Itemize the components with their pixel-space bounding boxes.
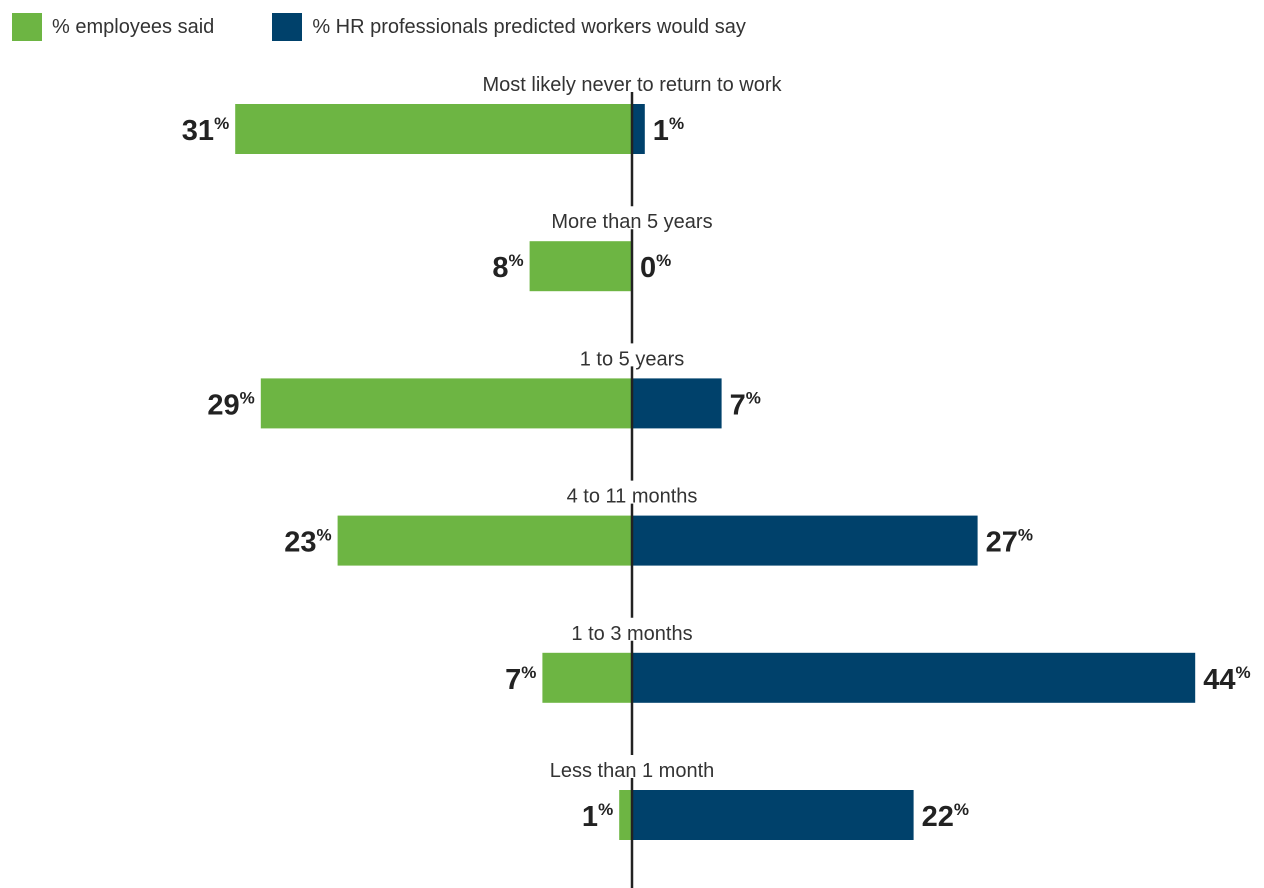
hr-bar bbox=[632, 378, 722, 429]
employees-value-label: 31% bbox=[182, 114, 229, 147]
hr-bar bbox=[632, 652, 1196, 703]
employees-value-label: 1% bbox=[582, 800, 613, 833]
hr-bar bbox=[632, 790, 914, 840]
hr-value-label: 1% bbox=[653, 114, 684, 147]
legend-swatch-employees bbox=[12, 13, 42, 41]
employees-bar bbox=[619, 790, 632, 840]
category-label: More than 5 years bbox=[551, 211, 712, 233]
legend-swatch-hr bbox=[272, 13, 303, 41]
employees-bar bbox=[337, 515, 632, 566]
employees-bar bbox=[542, 652, 632, 703]
employees-bar bbox=[260, 378, 632, 429]
employees-bar bbox=[235, 104, 632, 154]
legend: % employees said % HR professionals pred… bbox=[12, 12, 804, 42]
employees-bar bbox=[529, 241, 632, 292]
hr-value-label: 7% bbox=[730, 388, 761, 421]
employees-value-label: 7% bbox=[505, 663, 536, 696]
hr-bar bbox=[632, 104, 645, 154]
category-label: 1 to 5 years bbox=[580, 348, 685, 370]
category-label: Less than 1 month bbox=[550, 760, 715, 782]
employees-value-label: 23% bbox=[284, 526, 331, 559]
legend-label-hr: % HR professionals predicted workers wou… bbox=[312, 15, 746, 38]
category-label: 1 to 3 months bbox=[571, 623, 692, 645]
legend-item-hr: % HR professionals predicted workers wou… bbox=[272, 13, 746, 41]
employees-value-label: 8% bbox=[492, 251, 523, 284]
category-label: 4 to 11 months bbox=[567, 486, 698, 508]
hr-value-label: 22% bbox=[922, 800, 969, 833]
hr-value-label: 0% bbox=[640, 251, 671, 284]
employees-value-label: 29% bbox=[207, 388, 254, 421]
legend-item-employees: % employees said bbox=[12, 13, 214, 41]
hr-bar bbox=[632, 515, 978, 566]
category-label: Most likely never to return to work bbox=[483, 74, 783, 96]
legend-label-employees: % employees said bbox=[52, 15, 215, 38]
hr-value-label: 27% bbox=[986, 526, 1033, 559]
hr-value-label: 44% bbox=[1203, 663, 1250, 696]
